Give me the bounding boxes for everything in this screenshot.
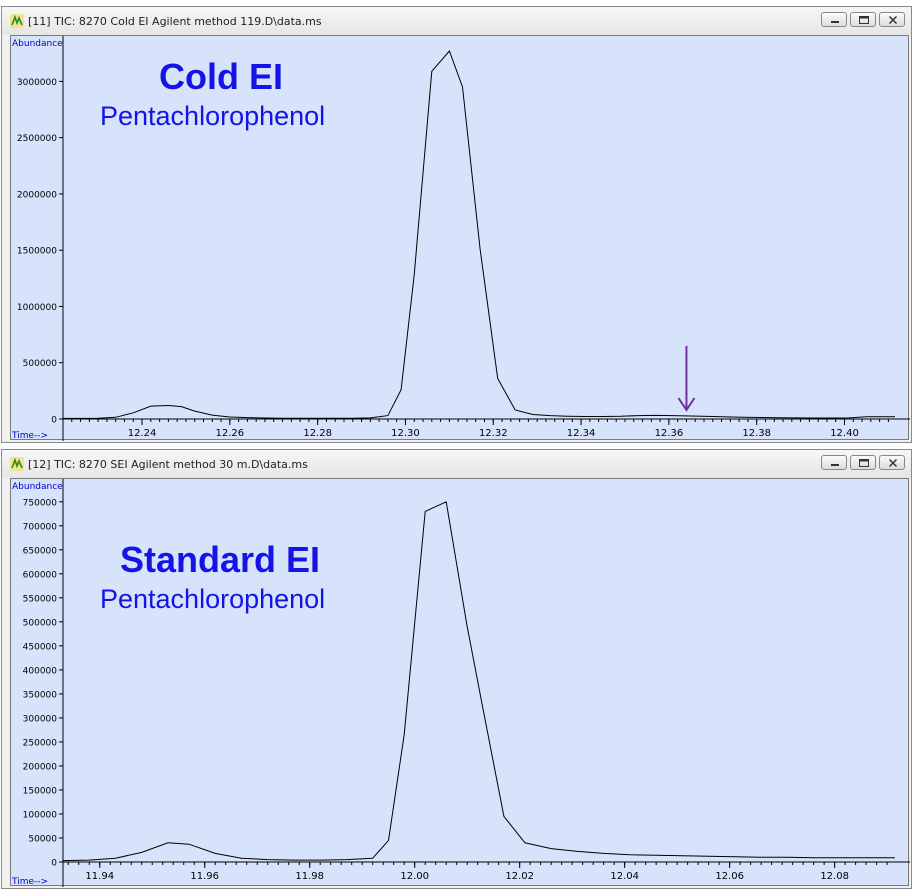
x-tick-label: 11.98 (295, 871, 324, 882)
minimize-icon (831, 21, 839, 23)
window-titlebar[interactable]: [12] TIC: 8270 SEI Agilent method 30 m.D… (2, 450, 911, 478)
window-title: [11] TIC: 8270 Cold EI Agilent method 11… (28, 15, 322, 28)
x-axis-label: Time--> (11, 431, 48, 441)
y-axis-label: Abundance (12, 482, 63, 492)
x-tick-label: 12.00 (400, 871, 429, 882)
maximize-button[interactable] (850, 12, 876, 27)
annotation-arrow-head (677, 397, 696, 412)
x-axis-label: Time--> (11, 877, 48, 887)
x-tick-label: 12.28 (303, 428, 332, 439)
y-tick-label: 650000 (23, 546, 58, 556)
x-tick-label: 12.30 (391, 428, 420, 439)
tic-trace-line (62, 501, 895, 862)
y-tick-label: 700000 (23, 522, 58, 532)
x-tick-label: 12.24 (128, 428, 157, 439)
app-icon (10, 14, 24, 28)
x-tick-label: 12.04 (610, 871, 639, 882)
y-tick-label: 2500000 (17, 134, 57, 144)
minimize-button[interactable] (821, 455, 847, 470)
y-tick-label: 150000 (23, 786, 58, 796)
y-tick-label: 550000 (23, 594, 58, 604)
y-tick-label: 200000 (23, 762, 58, 772)
x-tick-label: 12.26 (216, 428, 245, 439)
y-tick-label: 0 (51, 859, 57, 869)
maximize-button[interactable] (850, 455, 876, 470)
chromatogram-plot[interactable]: 0 50000 100000 150000 200000 250000 300000 3500… (10, 478, 910, 887)
close-button[interactable] (879, 455, 905, 470)
chromatogram-plot[interactable]: 0 500000 1000000 1500000 2000000 2500000 30000… (10, 35, 910, 441)
overlay-subtitle: Pentachlorophenol (100, 584, 326, 614)
chromatogram-window-standard-ei: [12] TIC: 8270 SEI Agilent method 30 m.D… (1, 449, 912, 889)
overlay-title: Cold EI (159, 56, 283, 97)
y-tick-label: 250000 (23, 738, 58, 748)
y-tick-label: 0 (51, 416, 57, 426)
y-tick-label: 600000 (23, 570, 58, 580)
y-tick-label: 350000 (23, 690, 58, 700)
y-tick-label: 300000 (23, 714, 58, 724)
y-tick-label: 3000000 (17, 78, 57, 88)
maximize-icon (859, 459, 869, 467)
x-tick-label: 11.96 (190, 871, 219, 882)
x-tick-label: 12.40 (830, 428, 859, 439)
y-tick-label: 750000 (23, 498, 58, 508)
x-tick-label: 12.34 (567, 428, 596, 439)
y-axis-label: Abundance (12, 39, 63, 49)
y-tick-label: 500000 (23, 618, 58, 628)
overlay-subtitle: Pentachlorophenol (100, 101, 326, 131)
x-tick-label: 12.06 (715, 871, 744, 882)
app-icon (10, 457, 24, 471)
x-tick-label: 11.94 (85, 871, 114, 882)
y-tick-label: 50000 (28, 834, 57, 844)
chart-svg: 0 500000 1000000 1500000 2000000 2500000 30000… (11, 36, 910, 441)
maximize-icon (859, 16, 869, 24)
close-icon (888, 458, 898, 468)
x-tick-label: 12.08 (820, 871, 849, 882)
y-tick-label: 500000 (23, 359, 58, 369)
x-tick-label: 12.02 (505, 871, 534, 882)
y-tick-label: 1000000 (17, 303, 57, 313)
x-tick-label: 12.32 (479, 428, 508, 439)
x-tick-label: 12.36 (655, 428, 684, 439)
minimize-icon (831, 464, 839, 466)
overlay-title: Standard EI (120, 539, 321, 580)
tic-trace-line (63, 50, 895, 419)
window-titlebar[interactable]: [11] TIC: 8270 Cold EI Agilent method 11… (2, 7, 911, 35)
chart-svg: 0 50000 100000 150000 200000 250000 300000 3500… (11, 479, 910, 887)
close-button[interactable] (879, 12, 905, 27)
y-tick-label: 450000 (23, 642, 58, 652)
y-tick-label: 100000 (23, 810, 58, 820)
y-tick-label: 1500000 (17, 247, 57, 257)
chromatogram-window-cold-ei: [11] TIC: 8270 Cold EI Agilent method 11… (1, 6, 912, 443)
x-tick-label: 12.38 (742, 428, 771, 439)
close-icon (888, 15, 898, 25)
minimize-button[interactable] (821, 12, 847, 27)
y-tick-label: 2000000 (17, 190, 57, 200)
window-title: [12] TIC: 8270 SEI Agilent method 30 m.D… (28, 458, 308, 471)
y-tick-label: 400000 (23, 666, 58, 676)
